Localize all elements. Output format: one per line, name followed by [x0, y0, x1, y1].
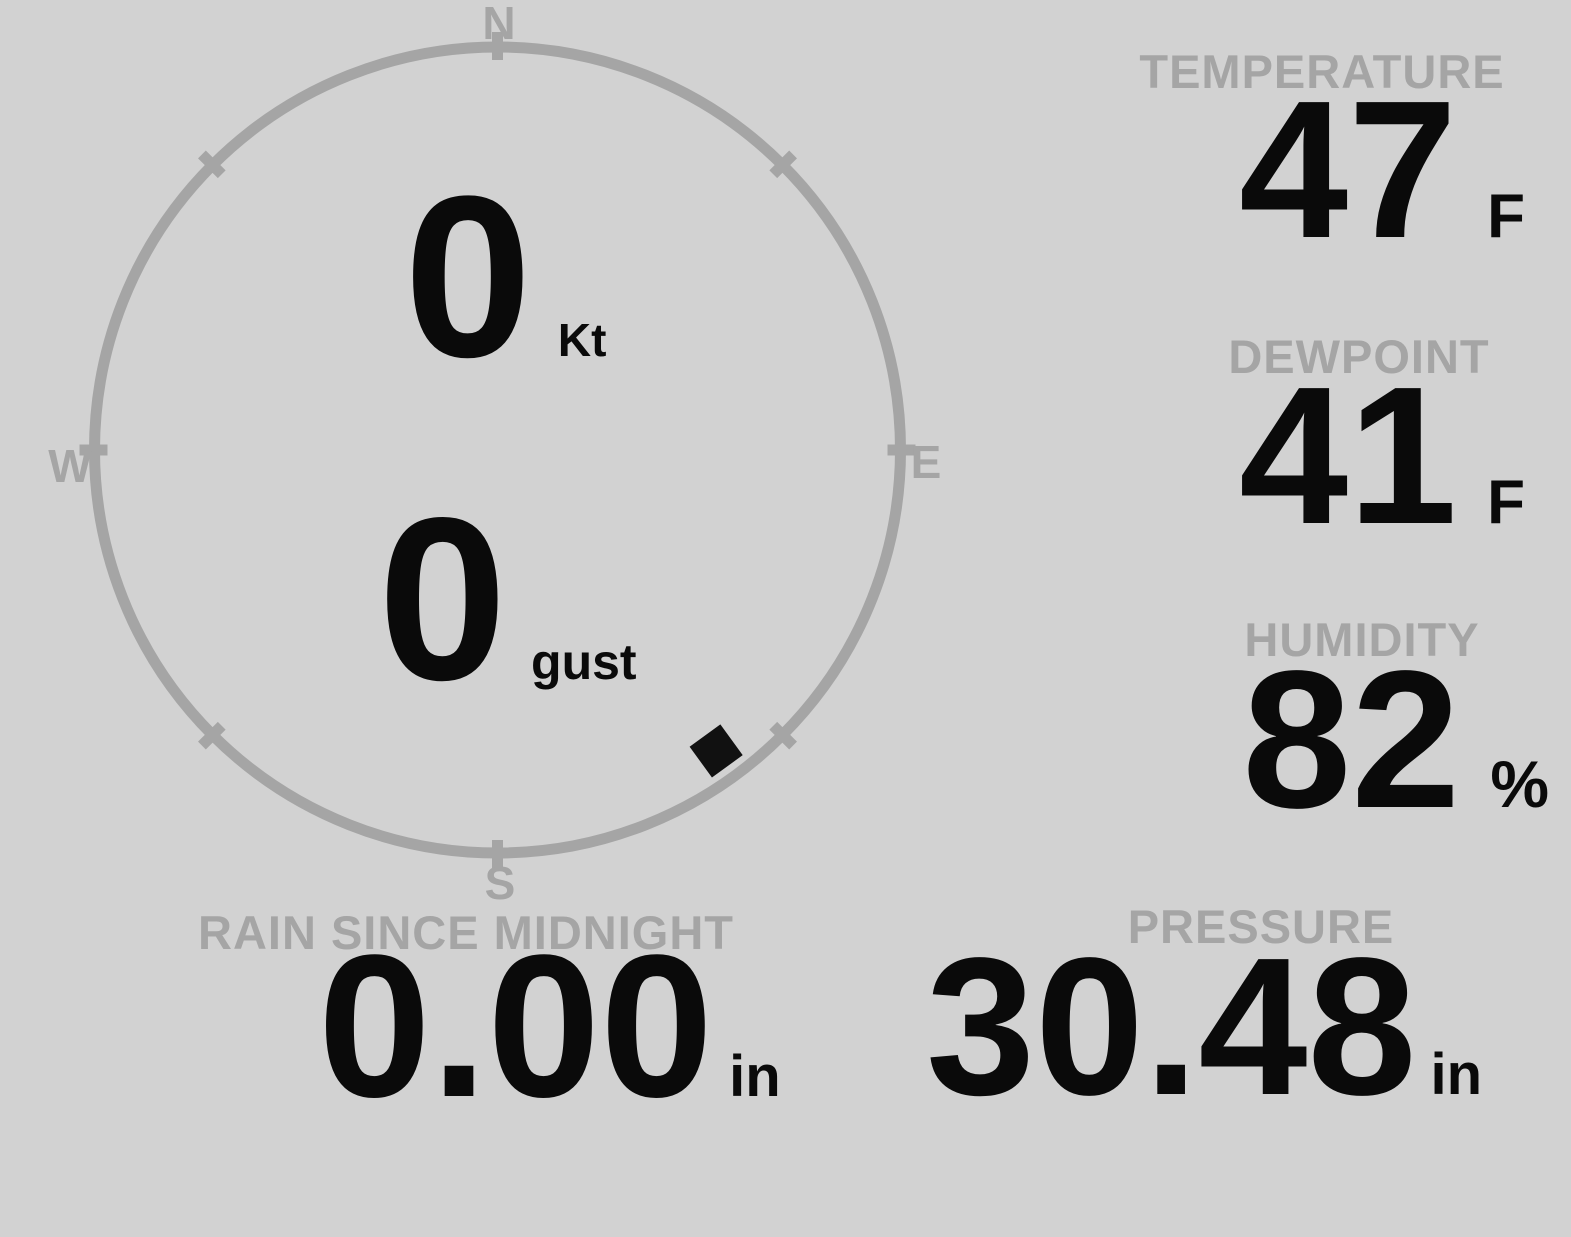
dewpoint-reading: 41 F — [1239, 358, 1525, 554]
humidity-reading: 82 % — [1242, 642, 1549, 838]
compass-tick — [198, 150, 226, 179]
rain-unit: in — [729, 1044, 781, 1109]
rain-value: 0.00 — [318, 913, 714, 1140]
compass-label-west: W — [48, 440, 92, 492]
temperature-reading: 47 F — [1239, 72, 1525, 268]
pressure-label: PRESSURE — [1127, 900, 1395, 953]
compass-ticks — [79, 32, 916, 868]
wind-speed-value: 0 — [404, 148, 532, 405]
humidity-value: 82 — [1242, 630, 1461, 849]
wind-gust: 0 gust — [378, 484, 637, 716]
pressure-reading: 30.48 in — [926, 929, 1482, 1125]
compass-label-north: N — [482, 0, 516, 49]
pressure-value: 30.48 — [926, 917, 1417, 1136]
compass-tick — [769, 721, 797, 750]
temperature-value: 47 — [1239, 60, 1458, 279]
compass-label-east: E — [910, 436, 942, 488]
humidity-unit: % — [1490, 747, 1549, 821]
temperature-label: TEMPERATURE — [1139, 45, 1505, 98]
compass-label-south: S — [484, 857, 516, 909]
dewpoint-unit: F — [1487, 468, 1525, 537]
wind-direction-marker-group — [689, 724, 743, 778]
wind-speed: 0 Kt — [404, 162, 606, 392]
humidity-label: HUMIDITY — [1244, 613, 1480, 666]
rain-label: RAIN SINCE MIDNIGHT — [198, 906, 734, 959]
pressure-unit: in — [1430, 1042, 1483, 1107]
temperature-unit: F — [1487, 182, 1525, 251]
wind-direction-marker-icon — [689, 724, 743, 778]
wind-speed-unit: Kt — [557, 314, 607, 366]
wind-gust-value: 0 — [378, 470, 508, 729]
dewpoint-label: DEWPOINT — [1228, 330, 1490, 383]
rain-reading: 0.00 in — [318, 925, 781, 1128]
compass-tick — [198, 721, 226, 750]
compass-tick — [769, 150, 797, 179]
wind-gust-unit: gust — [531, 634, 637, 690]
dewpoint-value: 41 — [1239, 346, 1458, 565]
